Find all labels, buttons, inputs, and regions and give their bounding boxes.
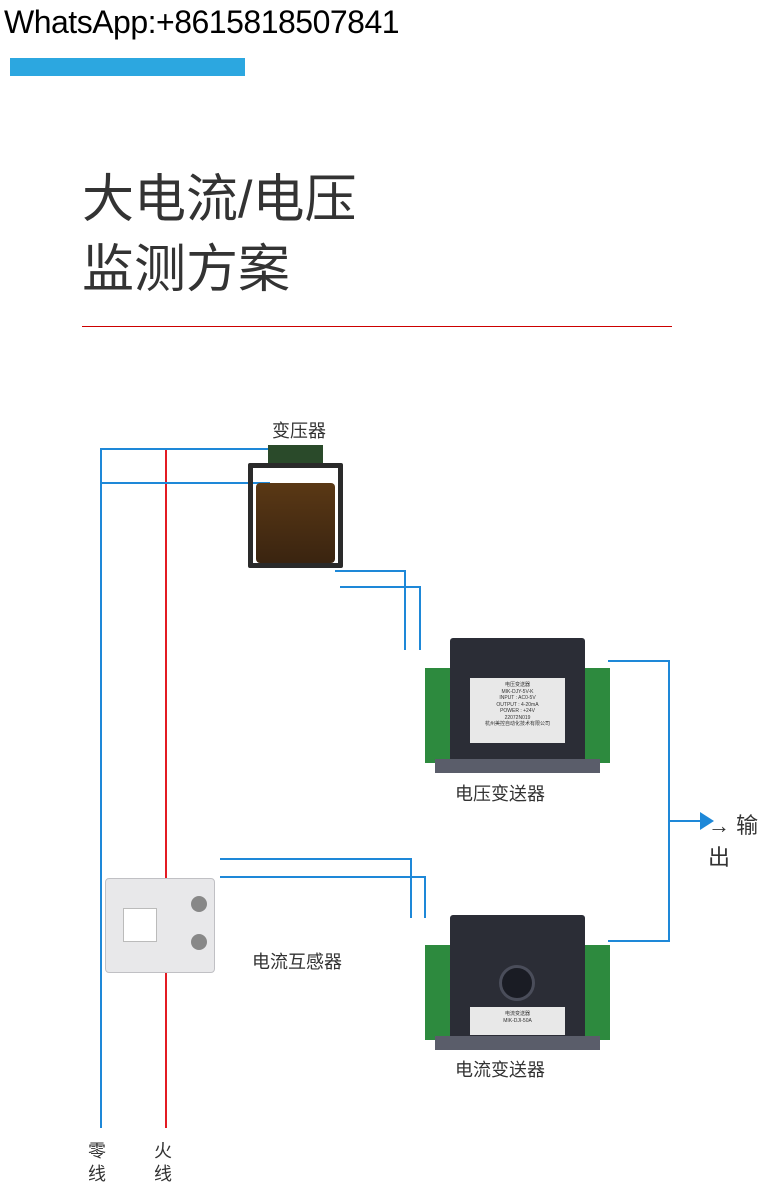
wire-output [668,820,703,822]
ct-window [123,908,157,942]
plate-model: MIK-DJI-50A [474,1018,561,1025]
label-output: → 输出 [708,808,779,872]
terminal-block-left [425,945,450,1040]
neutral-char-1: 零 [88,1140,106,1163]
label-voltage-transmitter: 电压变送器 [455,780,545,806]
wire-to-transformer-2 [100,482,270,484]
wire-neutral-vertical [100,448,102,1128]
ct-bolt [191,934,207,950]
label-output-text: 输出 [708,813,758,870]
terminal-block-right [585,945,610,1040]
wire-tx-to-vtx-v [404,570,406,650]
device-base [435,759,600,773]
wire-ct-to-ctx-h [220,858,410,860]
terminal-block-left [425,668,450,763]
transformer-top [268,445,323,465]
page-title: 大电流/电压 监测方案 [82,165,356,305]
current-transmitter-device: 电流变送器 MIK-DJI-50A [425,915,610,1050]
label-current-transformer: 电流互感器 [252,948,342,974]
accent-bar [10,58,245,76]
neutral-char-2: 线 [88,1163,106,1186]
label-transformer: 变压器 [272,417,326,443]
device-base [435,1036,600,1050]
whatsapp-contact: WhatsApp:+8615818507841 [4,4,399,41]
wire-tx-to-vtx-h [335,570,405,572]
wire-vtx-out-h [608,660,670,662]
plate-mfr: 杭州美控自动化技术有限公司 [474,721,561,728]
wire-vtx-out-v [668,660,670,820]
transformer-coil [256,483,335,563]
ct-body [105,878,215,973]
live-char-2: 线 [154,1163,172,1186]
label-current-transmitter: 电流变送器 [455,1056,545,1082]
label-live-line: 火 线 [154,1140,172,1187]
wiring-diagram: 电压变送器 MIK-DJY-5V-K INPUT : AC0-5V OUTPUT… [0,400,779,1197]
title-line-1: 大电流/电压 [82,165,356,235]
current-transformer-device [95,868,225,983]
wire-ct-to-ctx-h2 [220,876,425,878]
wire-to-transformer-1 [100,448,270,450]
wire-ct-to-ctx-v2 [424,876,426,918]
wire-ct-to-ctx-v [410,858,412,918]
wire-ctx-out-h [608,940,670,942]
divider [82,326,672,327]
wire-ctx-out-v [668,820,670,940]
device-label-plate: 电压变送器 MIK-DJY-5V-K INPUT : AC0-5V OUTPUT… [470,678,565,743]
device-label-plate: 电流变送器 MIK-DJI-50A [470,1007,565,1035]
device-hole [499,965,535,1001]
wire-tx-to-vtx-v2 [419,586,421,650]
live-char-1: 火 [154,1140,172,1163]
wire-tx-to-vtx-h2 [340,586,420,588]
label-neutral-line: 零 线 [88,1140,106,1187]
wire-live-vertical [165,448,167,1128]
ct-bolt [191,896,207,912]
terminal-block-right [585,668,610,763]
voltage-transmitter-device: 电压变送器 MIK-DJY-5V-K INPUT : AC0-5V OUTPUT… [425,638,610,773]
title-line-2: 监测方案 [82,235,356,305]
transformer-device [248,445,343,575]
